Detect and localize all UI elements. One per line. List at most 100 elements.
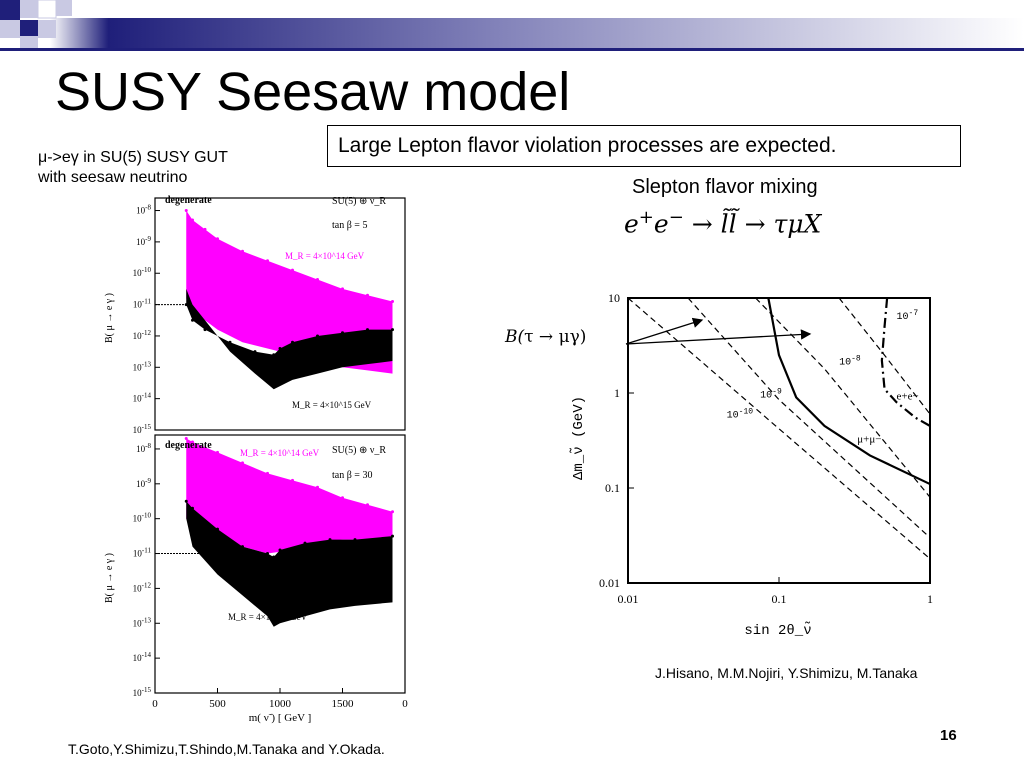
panel0-series-0-point-6: [291, 268, 294, 272]
gamma-symbol: γ: [70, 149, 79, 166]
right-ylabel: Δm_ν̃ (GeV): [569, 396, 587, 480]
bottom-ylabel: B( μ → e γ ): [104, 553, 115, 603]
top-degenerate-label: degenerate: [165, 195, 212, 206]
branching-ratio-label: B(τ → μγ): [505, 327, 587, 347]
process-equation: e+e− → l̃l̃ → τμX: [624, 207, 822, 239]
panel0-series-1-point-6: [278, 346, 282, 350]
contour-2: [755, 297, 931, 498]
contour-3: [838, 297, 931, 415]
contour-1: [687, 297, 931, 539]
panel1-series-0-point-7: [341, 496, 344, 500]
panel0-ytick-2: 10-10: [133, 266, 152, 278]
panel0-ytick-3: 10-11: [133, 298, 152, 310]
panel1-series-0-point-6: [316, 485, 319, 489]
contour-0: [627, 297, 931, 560]
panel0-series-1-point-11: [391, 328, 394, 332]
panel0-series-1-point-9: [341, 331, 344, 335]
arrow-to-1e-10: [625, 317, 704, 345]
bottom-mr-14-label: M_R = 4×10^14 GeV: [240, 448, 320, 458]
panel1-series-0-point-2: [216, 450, 219, 454]
right-ytick-1: 1: [614, 386, 620, 400]
contour-label-0: 10-10: [727, 408, 754, 422]
panel0-series-1-point-1: [191, 318, 194, 322]
panel1-series-1-point-1: [191, 506, 194, 510]
panel0-series-0-point-7: [316, 278, 319, 282]
panel0-series-0-point-4: [241, 249, 244, 253]
panel0-series-0-point-2: [203, 227, 207, 231]
panel0-series-0-point-8: [341, 287, 344, 291]
panel1-series-0-point-9: [391, 510, 394, 514]
panel0-series-1-point-10: [366, 328, 369, 332]
panel0-ytick-4: 10-12: [133, 329, 152, 341]
panel1-series-0-point-8: [366, 503, 369, 507]
panel1-ytick-3: 10-11: [133, 547, 152, 559]
panel0-series-1-point-7: [291, 340, 294, 344]
panel1-series-1-point-0: [184, 499, 188, 503]
panel0-series-1-point-4: [253, 350, 257, 354]
bottom-degenerate-label: degenerate: [165, 440, 212, 451]
panel1-series-1-point-7: [303, 541, 307, 545]
panel1-series-0-point-0: [184, 436, 188, 440]
contour-label-2: 10-8: [839, 354, 861, 368]
panel0-ytick-7: 10-15: [133, 423, 152, 435]
right-xlabel: sin 2θ_ν̃: [744, 621, 811, 639]
top-model-text-1: SU(5) ⊕ ν_R: [332, 196, 386, 207]
panel0-series-0-point-9: [366, 293, 369, 297]
contour-label-3: 10-7: [897, 309, 919, 323]
panel1-ytick-4: 10-12: [133, 581, 152, 593]
panel1-series-1-point-9: [353, 538, 357, 542]
right-xtick-0: 0.01: [618, 592, 639, 606]
panel1-series-0-point-3: [241, 461, 244, 465]
title-underline: [0, 48, 1024, 51]
panel1-xtick-0: 0: [152, 698, 158, 710]
page-number: 16: [940, 727, 957, 744]
panel0-ytick-5: 10-13: [133, 360, 152, 372]
panel0-series-0-point-3: [216, 237, 219, 241]
panel1-ytick-1: 10-9: [136, 477, 151, 489]
panel1-series-1-band: [186, 501, 393, 627]
panel1-series-1-point-3: [241, 545, 244, 549]
header-decoration: [0, 0, 1024, 50]
panel1-series-0-point-1: [191, 440, 194, 444]
mu-symbol: μ: [38, 149, 48, 166]
callout-box: Large Lepton flavor violation processes …: [327, 125, 961, 167]
panel1-series-1-point-10: [391, 534, 394, 538]
br-arrows: [625, 317, 812, 345]
panel0-series-0-point-0: [184, 209, 188, 213]
panel0-series-1-point-3: [228, 340, 232, 344]
panel1-series-1-point-8: [328, 538, 332, 542]
panel1-series-0-point-5: [291, 478, 294, 482]
panel1-series-1-point-2: [216, 527, 219, 531]
panel1-series-1-point-6: [278, 548, 282, 552]
panel0-series-1-point-2: [203, 328, 207, 332]
panel0-series-1-band: [186, 288, 393, 390]
bottom-model-text-1: SU(5) ⊕ ν_R: [332, 445, 386, 456]
curve-1: [880, 297, 931, 427]
panel1-ytick-6: 10-14: [133, 651, 152, 663]
panel1-series-1-point-5: [272, 555, 276, 559]
right-ytick-3: 0.01: [599, 576, 620, 590]
credit-left: T.Goto,Y.Shimizu,T.Shindo,M.Tanaka and Y…: [68, 741, 385, 757]
panel1-xtick-2: 1000: [269, 698, 292, 710]
panel0-series-0-point-1: [191, 218, 194, 222]
bottom-mr-13-label: M_R = 4×10^13 GeV: [228, 612, 308, 622]
curve-0: [767, 297, 931, 486]
panel1-xtick-1: 500: [209, 698, 226, 710]
slide-title: SUSY Seesaw model: [55, 62, 571, 122]
panel0-ytick-6: 10-14: [133, 392, 152, 404]
top-model-text-2: tan β = 5: [332, 220, 367, 231]
panel0-series-1-point-0: [184, 303, 188, 307]
panel0-series-1-point-5: [272, 353, 276, 357]
panel0-series-0-point-10: [391, 299, 394, 303]
panel0-ytick-0: 10-8: [136, 204, 151, 216]
panel1-series-0-point-4: [266, 471, 269, 475]
right-xtick-2: 1: [927, 592, 933, 606]
panel1-ytick-5: 10-13: [133, 616, 152, 628]
panel0-series-0-band: [186, 210, 393, 374]
panel1-xtick-4: 0: [402, 698, 408, 710]
top-mr-14-label: M_R = 4×10^14 GeV: [285, 251, 365, 261]
panel0-ytick-1: 10-9: [136, 235, 151, 247]
panel1-xtick-3: 1500: [332, 698, 355, 710]
